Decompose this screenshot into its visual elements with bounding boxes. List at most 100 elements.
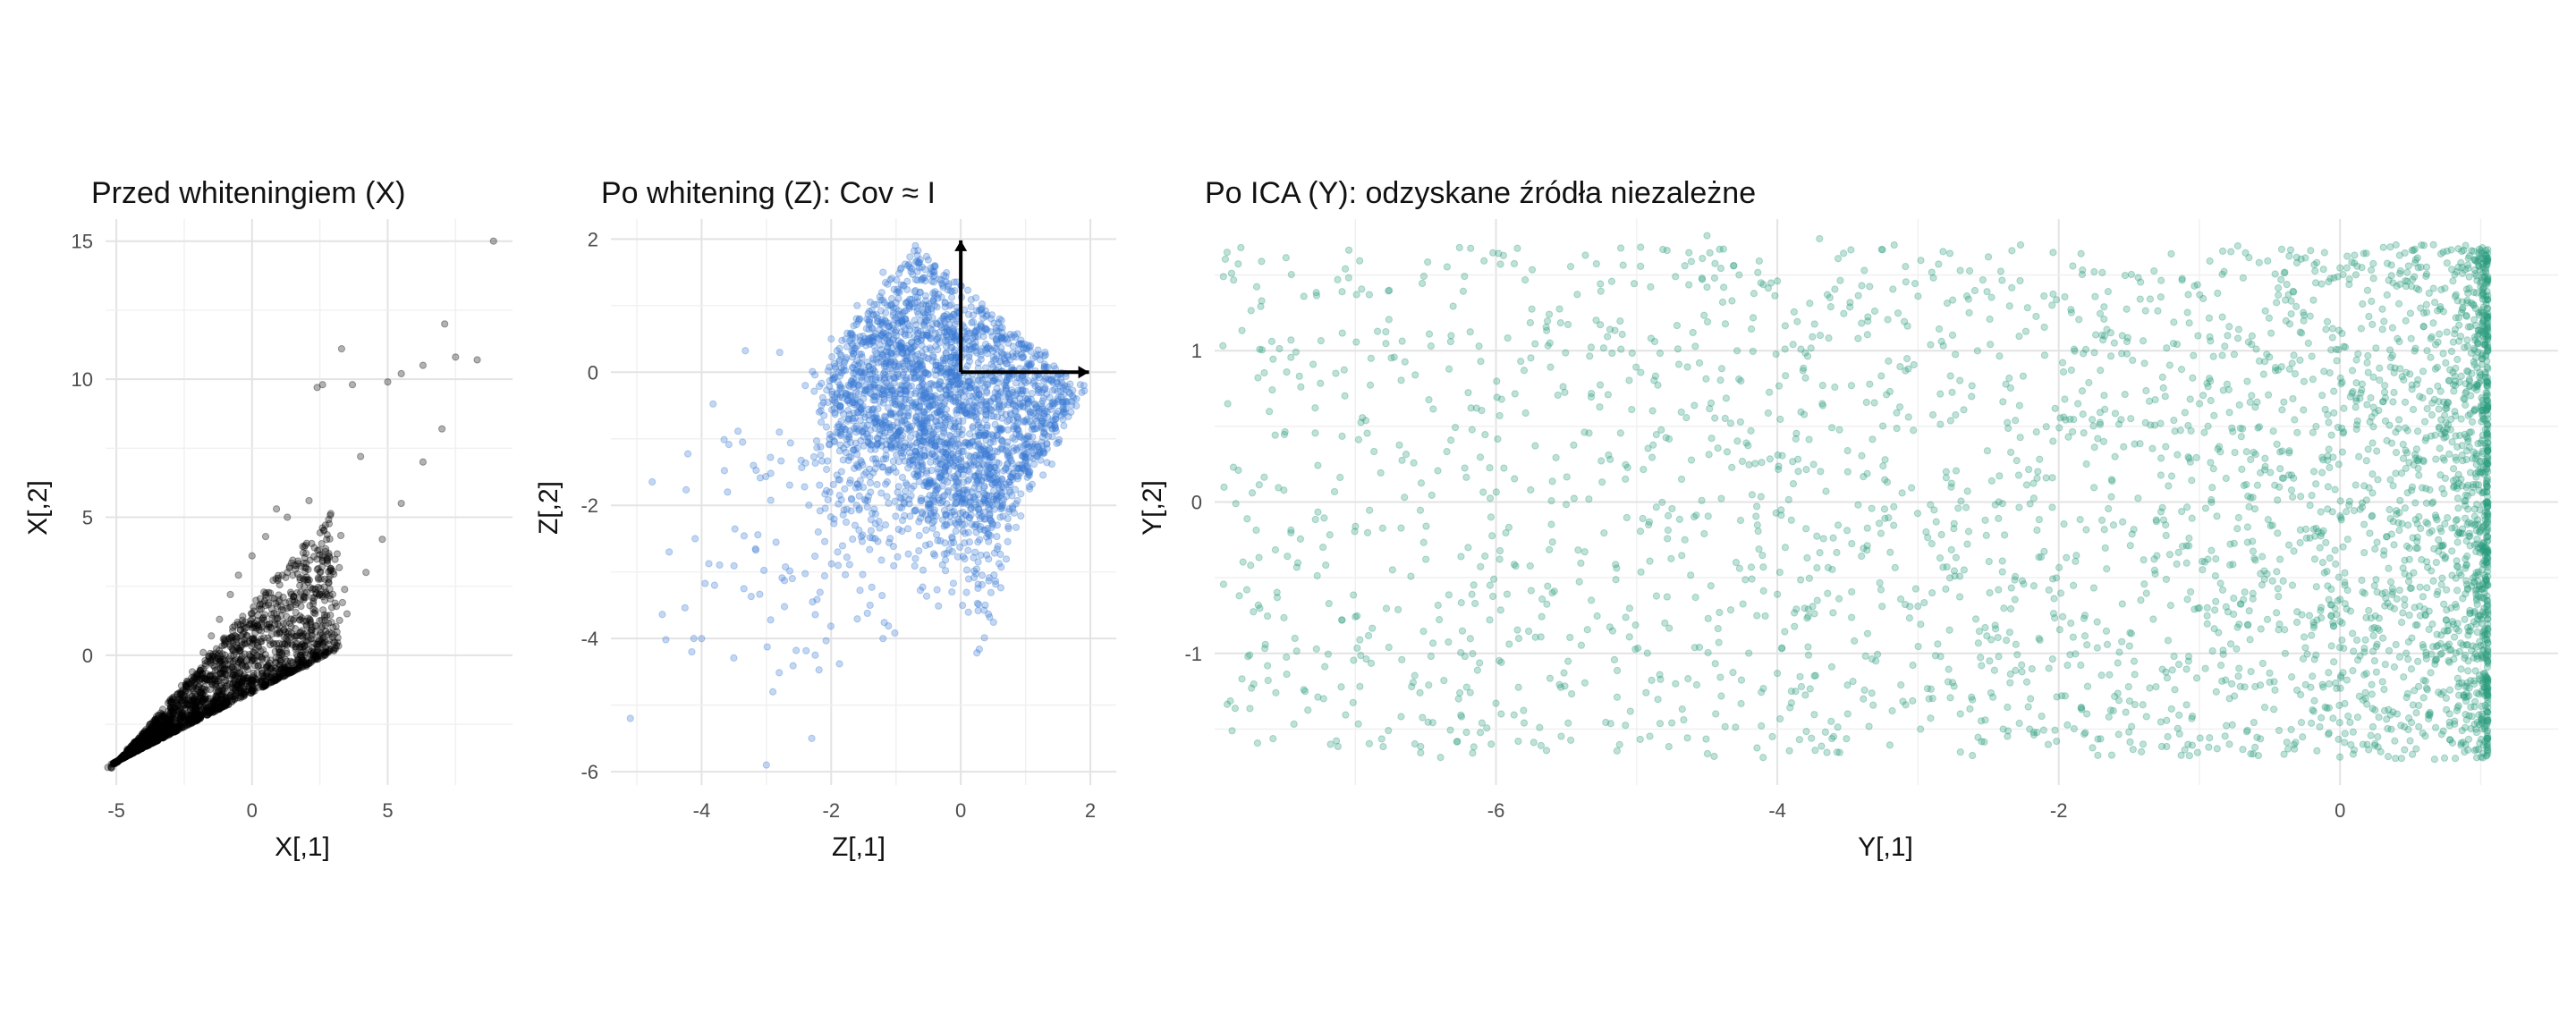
- data-point: [829, 480, 837, 489]
- data-point: [232, 655, 240, 663]
- data-point: [384, 378, 392, 386]
- data-point: [123, 745, 131, 753]
- data-point: [996, 550, 1004, 559]
- data-point: [997, 563, 1005, 571]
- data-point: [201, 656, 209, 665]
- data-point: [221, 702, 229, 710]
- data-point: [163, 715, 171, 723]
- data-point: [1027, 347, 1035, 356]
- data-point: [983, 311, 991, 319]
- grid: [106, 219, 513, 785]
- data-point: [292, 632, 301, 640]
- data-point: [894, 337, 903, 345]
- data-point: [169, 723, 177, 732]
- data-point: [1004, 537, 1012, 546]
- data-point: [931, 441, 939, 450]
- data-point: [850, 409, 858, 418]
- data-point: [882, 452, 890, 460]
- data-point: [1002, 555, 1011, 563]
- data-point: [921, 541, 930, 550]
- data-point: [1051, 421, 1059, 429]
- data-point: [294, 557, 302, 565]
- data-point: [952, 459, 960, 468]
- x-axis-label: Z[,1]: [832, 832, 886, 862]
- data-point: [892, 304, 900, 313]
- data-point: [227, 634, 235, 642]
- data-point: [915, 518, 923, 526]
- data-point: [952, 527, 960, 536]
- data-point: [313, 555, 321, 563]
- data-point: [977, 401, 985, 409]
- data-point: [967, 303, 975, 311]
- data-point: [318, 557, 326, 565]
- data-point: [250, 671, 258, 680]
- data-point: [710, 581, 718, 589]
- data-point: [968, 406, 977, 414]
- data-point: [210, 675, 218, 683]
- data-point: [810, 387, 818, 395]
- data-point: [866, 336, 875, 344]
- data-point: [489, 237, 497, 245]
- data-point: [114, 757, 122, 765]
- data-point: [969, 317, 978, 326]
- data-point: [994, 393, 1002, 401]
- y-tick-label: 15: [72, 231, 93, 253]
- data-point: [1009, 502, 1017, 511]
- data-point: [848, 495, 856, 503]
- data-point: [859, 372, 867, 380]
- data-point: [945, 431, 953, 439]
- data-point: [155, 728, 163, 736]
- data-point: [289, 667, 297, 675]
- data-point: [975, 472, 983, 480]
- data-point: [919, 566, 928, 574]
- data-point: [221, 684, 229, 693]
- data-point: [836, 381, 844, 389]
- data-point: [275, 629, 283, 637]
- data-point: [1039, 429, 1048, 437]
- data-point: [305, 576, 313, 584]
- data-point: [1023, 443, 1031, 452]
- data-point: [240, 688, 248, 697]
- data-point: [1061, 409, 1069, 417]
- data-point: [898, 452, 907, 460]
- data-point: [1017, 490, 1025, 498]
- data-point: [311, 607, 319, 615]
- data-point: [942, 391, 950, 399]
- data-point: [325, 640, 333, 648]
- data-point: [167, 697, 175, 705]
- data-point: [894, 319, 902, 327]
- data-point: [945, 440, 953, 448]
- data-point: [979, 445, 988, 453]
- x-tick-label: 0: [955, 799, 966, 822]
- data-point: [730, 561, 738, 570]
- data-point: [792, 646, 801, 654]
- data-point: [976, 423, 984, 432]
- data-point: [238, 616, 247, 624]
- data-point: [907, 390, 915, 399]
- data-point: [861, 385, 869, 393]
- data-point: [155, 733, 163, 742]
- data-point: [208, 708, 217, 716]
- data-point: [818, 393, 826, 401]
- data-point: [885, 466, 893, 475]
- data-point: [947, 539, 955, 547]
- x-axis-label: X[,1]: [275, 832, 330, 862]
- data-point: [154, 727, 163, 735]
- data-point: [916, 458, 925, 466]
- data-point: [967, 295, 975, 304]
- data-point: [866, 434, 874, 442]
- data-point: [905, 260, 913, 268]
- data-point: [900, 500, 909, 508]
- data-point: [724, 488, 732, 496]
- data-point: [858, 537, 867, 545]
- data-point: [287, 559, 295, 567]
- data-point: [332, 603, 341, 611]
- data-point: [1021, 459, 1030, 467]
- data-point: [302, 549, 310, 558]
- data-point: [997, 489, 1006, 497]
- data-point: [834, 561, 843, 570]
- data-point: [216, 615, 224, 623]
- data-point: [912, 413, 920, 422]
- data-point: [974, 606, 982, 615]
- data-point: [948, 587, 956, 596]
